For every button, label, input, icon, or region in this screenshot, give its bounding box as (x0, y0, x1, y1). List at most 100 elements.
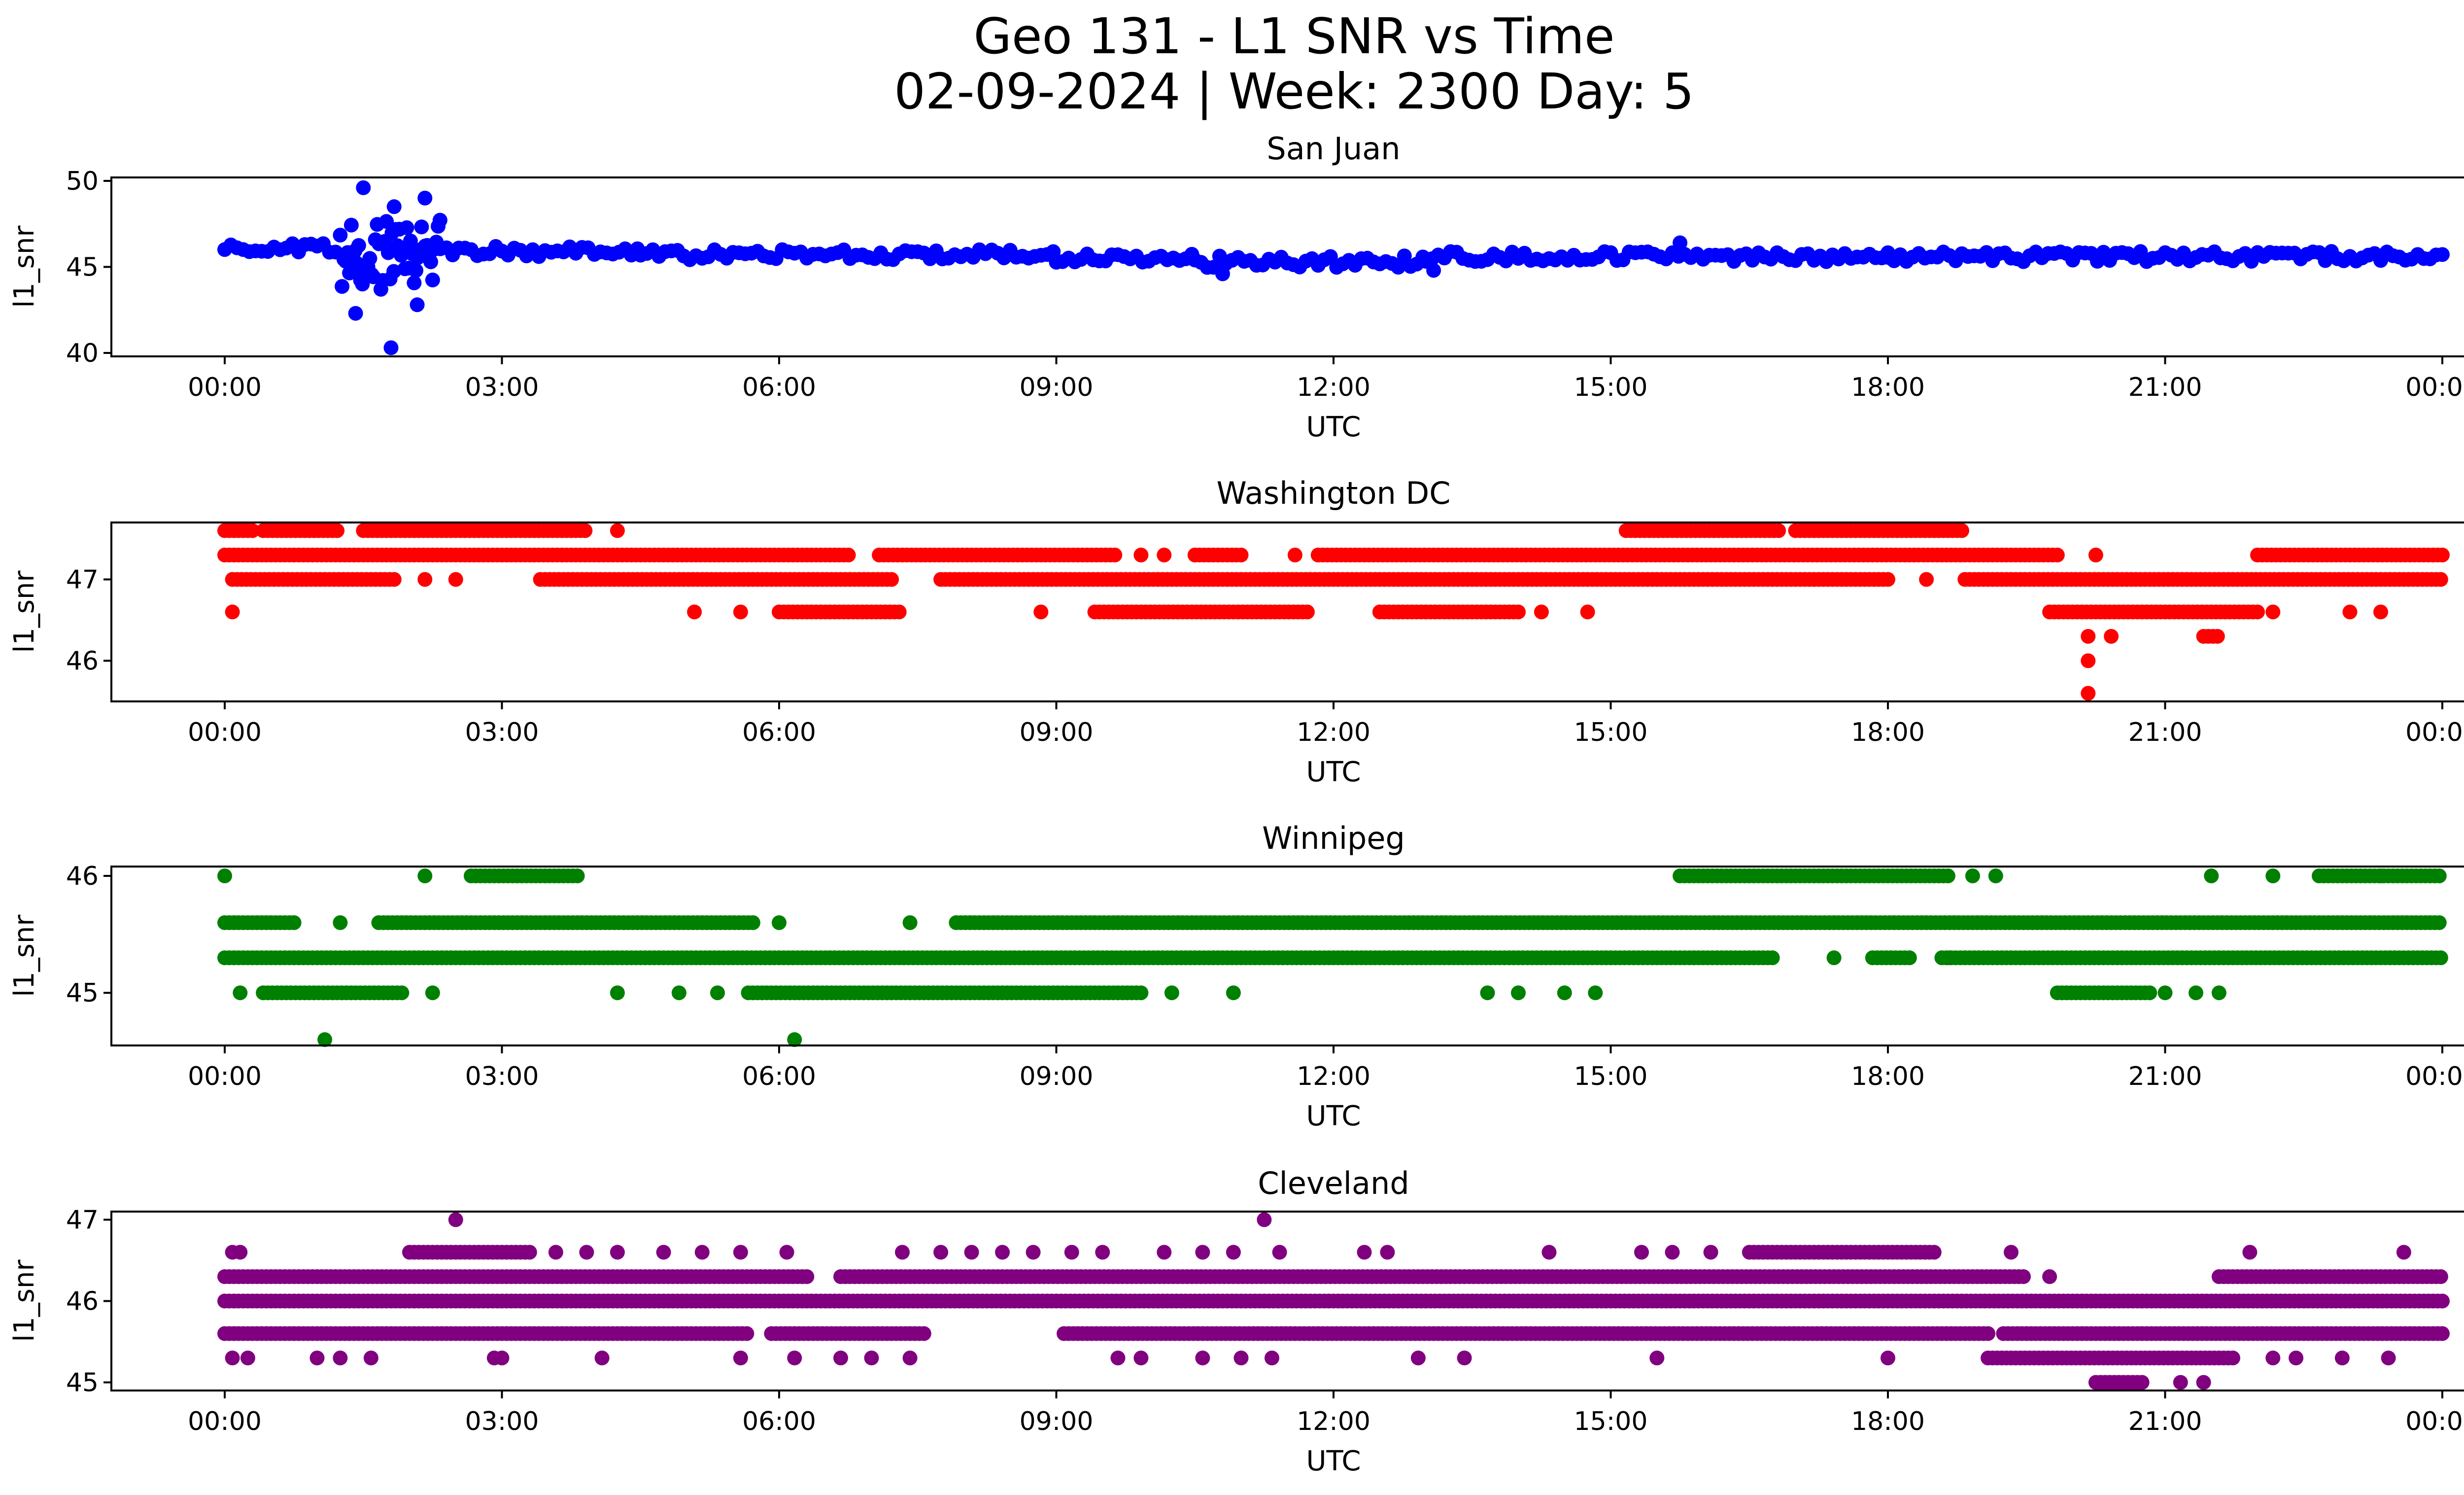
data-point (1919, 572, 1934, 587)
data-point (1226, 1245, 1241, 1260)
data-point (225, 604, 240, 620)
data-point (317, 1032, 333, 1047)
data-point (1157, 548, 1172, 562)
data-point (1226, 985, 1241, 1001)
data-point (2189, 985, 2203, 1001)
x-tick-label: 12:00 (1297, 1062, 1370, 1091)
data-point (2142, 985, 2157, 1001)
data-point (1257, 1212, 1272, 1227)
data-point (1095, 1245, 1110, 1260)
data-point (1287, 548, 1302, 562)
data-point (1534, 604, 1549, 620)
figure-title-line1: Geo 131 - L1 SNR vs Time (974, 7, 1615, 65)
x-axis-ticks: 00:00 03:00 06:00 09:00 12:00 15:00 18:00 21:00… (188, 356, 2464, 402)
data-point (2004, 1245, 2019, 1260)
data-point (2373, 604, 2388, 620)
data-point (425, 985, 440, 1001)
data-point (2088, 548, 2103, 562)
data-point (787, 1032, 802, 1047)
data-point (902, 1351, 918, 1365)
y-axis-label: l1_snr (8, 570, 40, 653)
x-tick-label: 15:00 (1574, 1407, 1648, 1436)
data-point (386, 199, 402, 214)
panel-title: Cleveland (1258, 1165, 1409, 1201)
data-point (309, 1351, 325, 1365)
data-point (1026, 1245, 1041, 1260)
data-point (1195, 1245, 1210, 1260)
data-point (2265, 1351, 2281, 1365)
data-point (1157, 1245, 1172, 1260)
panel-san-juan: San Juan 40 45 50 00:00 03:00 06:00 09:00 12:0… (8, 131, 2464, 443)
x-axis-label: UTC (1306, 1445, 1361, 1477)
y-axis-ticks: 40 45 50 (66, 167, 111, 368)
data-point (1133, 548, 1149, 562)
data-point (1391, 260, 1406, 275)
data-point (1541, 1245, 1557, 1260)
data-point (2104, 629, 2119, 644)
data-point (799, 1269, 815, 1284)
data-point (995, 1245, 1010, 1260)
data-point (333, 228, 348, 243)
x-tick-label: 09:00 (1020, 1407, 1094, 1436)
x-tick-label: 21:00 (2128, 373, 2202, 402)
x-tick-label: 21:00 (2128, 718, 2202, 747)
data-point (733, 1351, 748, 1365)
data-point (330, 523, 345, 538)
scatter-points (217, 180, 2450, 355)
data-point (2042, 1269, 2057, 1284)
data-point (733, 604, 748, 620)
data-point (362, 251, 377, 266)
data-point (2265, 869, 2281, 883)
x-tick-label: 12:00 (1297, 718, 1370, 747)
data-point (2373, 869, 2388, 883)
x-tick-label: 00:00 (2405, 373, 2464, 402)
y-axis-label: l1_snr (8, 225, 40, 308)
data-point (1457, 1351, 1472, 1365)
data-point (739, 1326, 754, 1341)
data-point (610, 1245, 625, 1260)
plot-frame (110, 522, 2464, 702)
x-tick-label: 09:00 (1020, 373, 1094, 402)
data-point (1673, 235, 1688, 250)
x-axis-ticks: 00:00 03:00 06:00 09:00 12:00 15:00 18:00 21:00… (188, 1391, 2464, 1436)
data-point (1195, 1351, 1210, 1365)
data-point (2431, 915, 2447, 930)
data-point (417, 869, 433, 883)
data-point (2435, 247, 2450, 262)
data-point (383, 340, 399, 355)
x-axis-label: UTC (1306, 411, 1361, 443)
data-point (1133, 985, 1149, 1001)
data-point (240, 1351, 255, 1365)
data-point (448, 572, 463, 587)
data-point (2204, 869, 2219, 883)
panel-cleveland: Cleveland 45 46 47 00:00 03:00 06:00 09:00 12:… (8, 1165, 2464, 1477)
x-tick-label: 00:00 (2405, 1407, 2464, 1436)
x-tick-label: 00:00 (188, 1407, 262, 1436)
data-point (1881, 572, 1895, 587)
panel-title: Washington DC (1216, 475, 1450, 511)
data-point (1215, 266, 1230, 281)
data-point (895, 1245, 910, 1260)
data-point (745, 915, 760, 930)
data-point (217, 869, 232, 883)
data-point (1110, 1351, 1126, 1365)
y-tick-label: 45 (66, 253, 99, 282)
x-axis-label: UTC (1306, 1100, 1361, 1132)
data-point (1272, 1245, 1287, 1260)
panel-washington-dc: Washington DC 46 47 00:00 03:00 06:00 09:00 1… (8, 475, 2464, 788)
y-axis-label: l1_snr (8, 914, 40, 997)
data-point (522, 1245, 537, 1260)
y-axis-ticks: 46 47 (66, 565, 111, 676)
data-point (1107, 548, 1123, 562)
data-point (772, 915, 787, 930)
x-axis-ticks: 00:00 03:00 06:00 09:00 12:00 15:00 18:00 21:00… (188, 1045, 2464, 1091)
data-point (933, 1245, 949, 1260)
data-point (2081, 629, 2096, 644)
data-point (233, 985, 248, 1001)
x-tick-label: 00:00 (188, 373, 262, 402)
x-axis-label: UTC (1306, 756, 1361, 788)
x-tick-label: 00:00 (2405, 718, 2464, 747)
x-axis-ticks: 00:00 03:00 06:00 09:00 12:00 15:00 18:00 21:00… (188, 701, 2464, 747)
data-point (1665, 1245, 1680, 1260)
data-point (1380, 1245, 1395, 1260)
